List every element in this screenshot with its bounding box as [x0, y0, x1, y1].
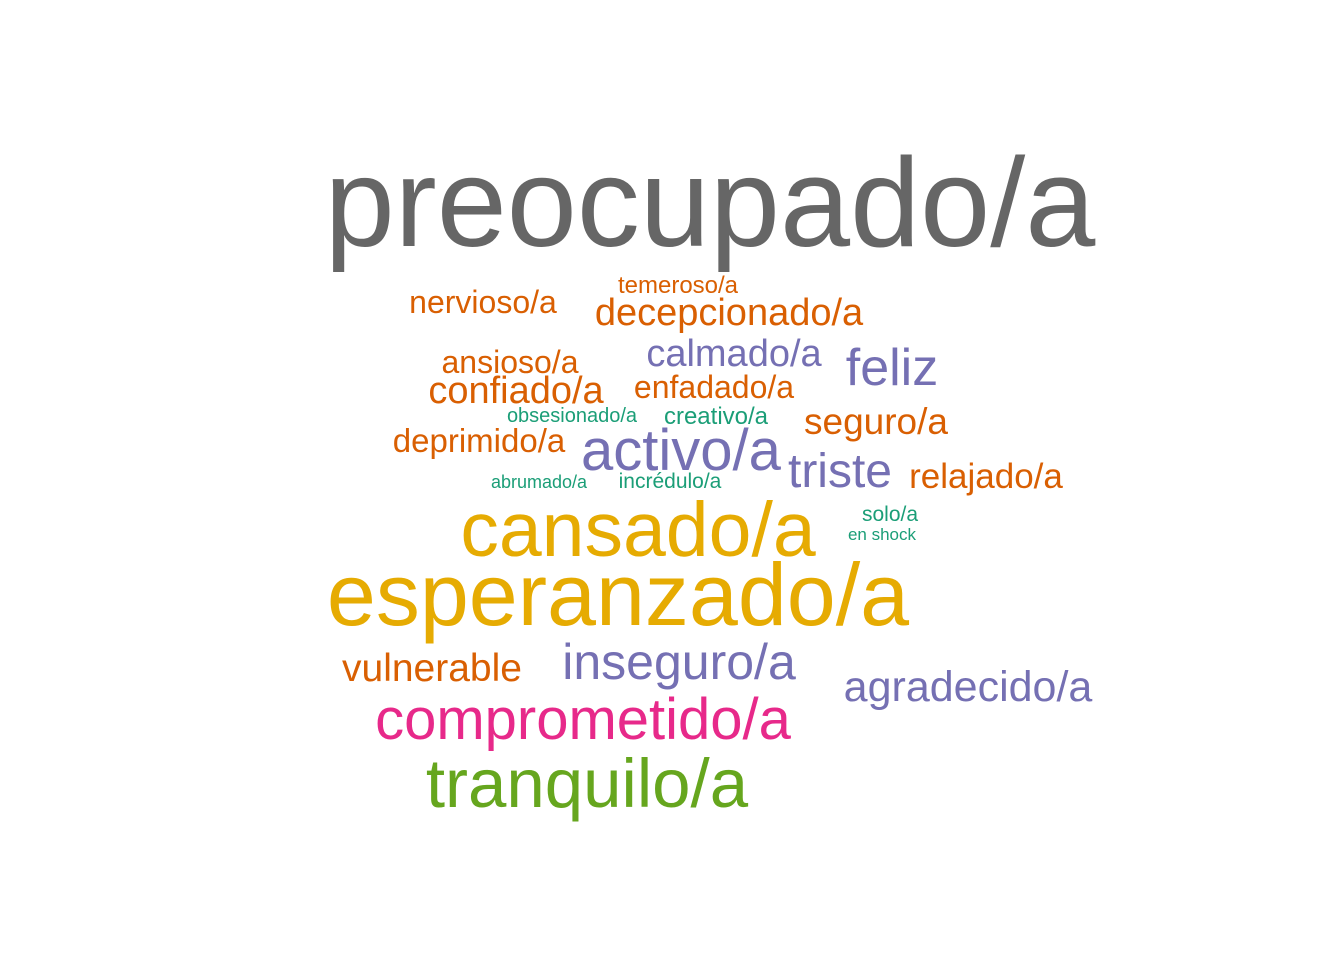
word-solo: solo/a: [861, 502, 919, 526]
word-vulnerable: vulnerable: [342, 646, 522, 690]
word-triste: triste: [787, 445, 892, 498]
word-agradecido: agradecido/a: [843, 662, 1093, 711]
word-decepcionado: decepcionado/a: [594, 292, 864, 334]
word-incredulo: incrédulo/a: [618, 469, 722, 493]
word-cansado: cansado/a: [460, 486, 816, 573]
word-obsesionado: obsesionado/a: [506, 405, 638, 427]
word-preocupado: preocupado/a: [324, 132, 1096, 273]
word-enfadado: enfadado/a: [633, 369, 795, 405]
word-en-shock: en shock: [847, 524, 917, 544]
word-esperanzado: esperanzado/a: [326, 545, 910, 644]
word-abrumado: abrumado/a: [490, 472, 588, 492]
word-tranquilo: tranquilo/a: [425, 744, 749, 822]
word-deprimido: deprimido/a: [392, 421, 566, 459]
word-creativo: creativo/a: [663, 403, 769, 430]
word-relajado: relajado/a: [909, 456, 1063, 496]
word-seguro: seguro/a: [804, 400, 948, 442]
word-activo: activo/a: [581, 418, 781, 483]
word-nervioso: nervioso/a: [409, 284, 557, 320]
word-feliz: feliz: [845, 339, 939, 397]
word-calmado: calmado/a: [646, 333, 822, 375]
word-inseguro: inseguro/a: [562, 634, 796, 690]
word-temeroso: temeroso/a: [617, 272, 739, 299]
word-confiado: confiado/a: [428, 370, 604, 412]
word-comprometido: comprometido/a: [375, 687, 791, 752]
word-ansioso: ansioso/a: [441, 344, 579, 380]
